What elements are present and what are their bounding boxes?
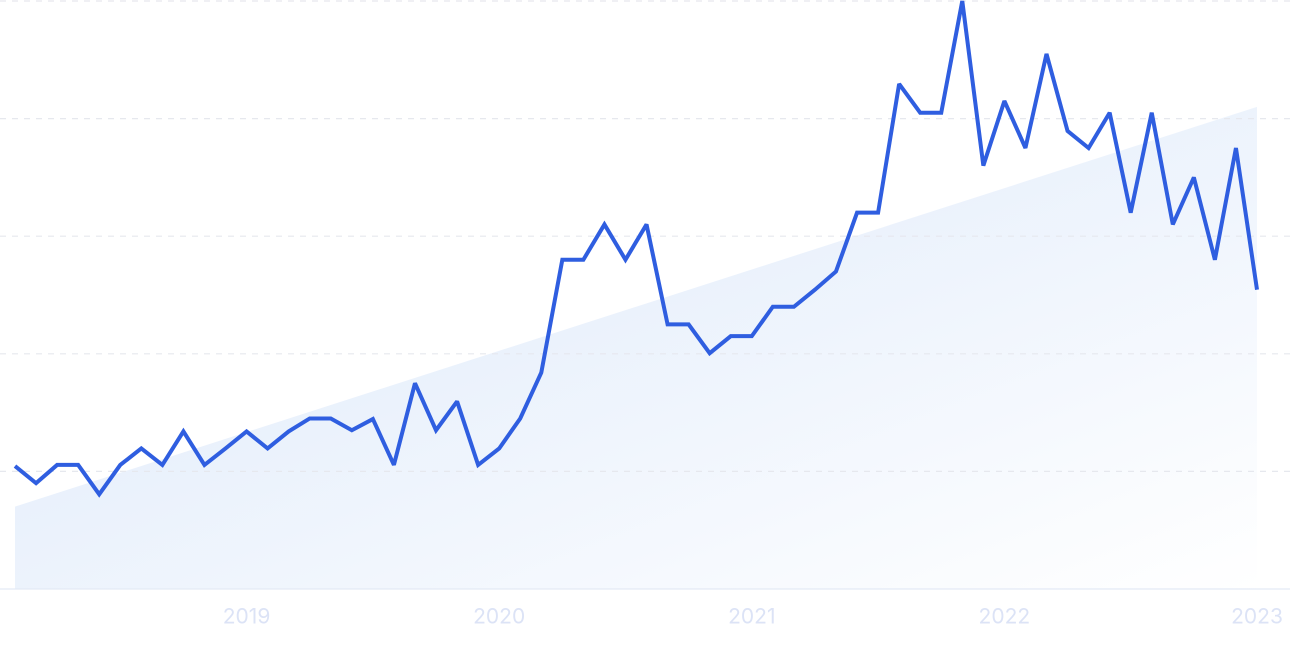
x-tick-label: 2023 xyxy=(1231,605,1283,630)
line xyxy=(13,0,1259,498)
x-tick-label: 2019 xyxy=(223,605,271,630)
x-tick-label: 2022 xyxy=(979,605,1031,630)
x-tick-label: 2021 xyxy=(728,605,775,630)
x-tick-label: 2020 xyxy=(473,605,525,630)
trend-area xyxy=(15,106,1257,589)
